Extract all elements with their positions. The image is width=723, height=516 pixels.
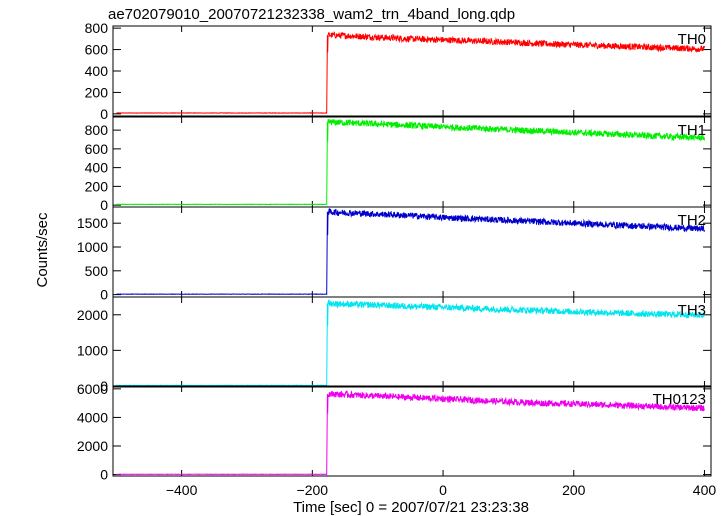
- panel-label: TH2: [678, 212, 706, 229]
- y-tick-label: 0: [100, 378, 108, 394]
- x-tick-label: 400: [693, 482, 717, 498]
- y-tick-label: 1000: [77, 342, 108, 358]
- y-tick-label: 800: [85, 20, 109, 36]
- y-tick-label: 200: [85, 178, 109, 194]
- series-line-th0123: [116, 389, 705, 476]
- panel-frame: [112, 206, 712, 298]
- panel-frame: [112, 116, 712, 208]
- x-tick-label: −200: [297, 482, 329, 498]
- panel-th1: 0 200 400 600 800 TH1: [85, 116, 712, 213]
- y-tick-label: 2000: [77, 438, 108, 454]
- y-tick-label: 0: [100, 287, 108, 303]
- panel-label: TH1: [678, 122, 706, 139]
- y-tick-label: 1500: [77, 215, 108, 231]
- series-line-th2: [116, 208, 705, 296]
- x-axis-title: Time [sec] 0 = 2007/07/21 23:23:38: [293, 499, 529, 516]
- panel-frame: [112, 25, 712, 117]
- panel-th3: 0 1000 2000 TH3: [77, 296, 712, 394]
- y-tick-label: 200: [85, 84, 109, 100]
- series-line-th1: [116, 118, 705, 206]
- series-line-th0: [116, 31, 705, 115]
- series-line-th3: [115, 299, 705, 387]
- chart-title: ae702079010_20070721232338_wam2_trn_4ban…: [108, 6, 515, 23]
- y-tick-label: 2000: [77, 307, 108, 323]
- x-tick-label: 0: [439, 482, 447, 498]
- panel-label: TH0: [678, 31, 706, 48]
- y-tick-label: 400: [85, 63, 109, 79]
- x-axis: −400 −200 0 200 400: [166, 482, 717, 498]
- y-tick-label: 0: [100, 106, 108, 122]
- x-tick-label: 200: [562, 482, 586, 498]
- y-axis-title: Counts/sec: [34, 212, 51, 288]
- y-tick-label: 400: [85, 160, 109, 176]
- y-tick-label: 600: [85, 42, 109, 58]
- y-tick-label: 0: [100, 467, 108, 483]
- y-tick-label: 0: [100, 197, 108, 213]
- x-tick-label: −400: [166, 482, 198, 498]
- panel-th2: 0 500 1000 1500 TH2: [77, 206, 712, 303]
- panel-th0123: 0 2000 4000 6000 TH0123: [77, 381, 712, 483]
- panel-label: TH0123: [653, 391, 706, 408]
- panel-frame: [112, 385, 712, 477]
- y-tick-label: 4000: [77, 409, 108, 425]
- y-tick-label: 6000: [77, 381, 108, 397]
- y-tick-label: 600: [85, 141, 109, 157]
- y-tick-label: 1000: [77, 239, 108, 255]
- y-tick-label: 500: [85, 263, 109, 279]
- panels-group: 0 200 400 600 800 TH0 0 200 400 600 800 TH1 0 500 1000…: [77, 20, 712, 483]
- panel-th0: 0 200 400 600 800 TH0: [85, 20, 712, 122]
- panel-frame: [112, 296, 712, 388]
- panel-label: TH3: [678, 302, 706, 319]
- y-tick-label: 800: [85, 122, 109, 138]
